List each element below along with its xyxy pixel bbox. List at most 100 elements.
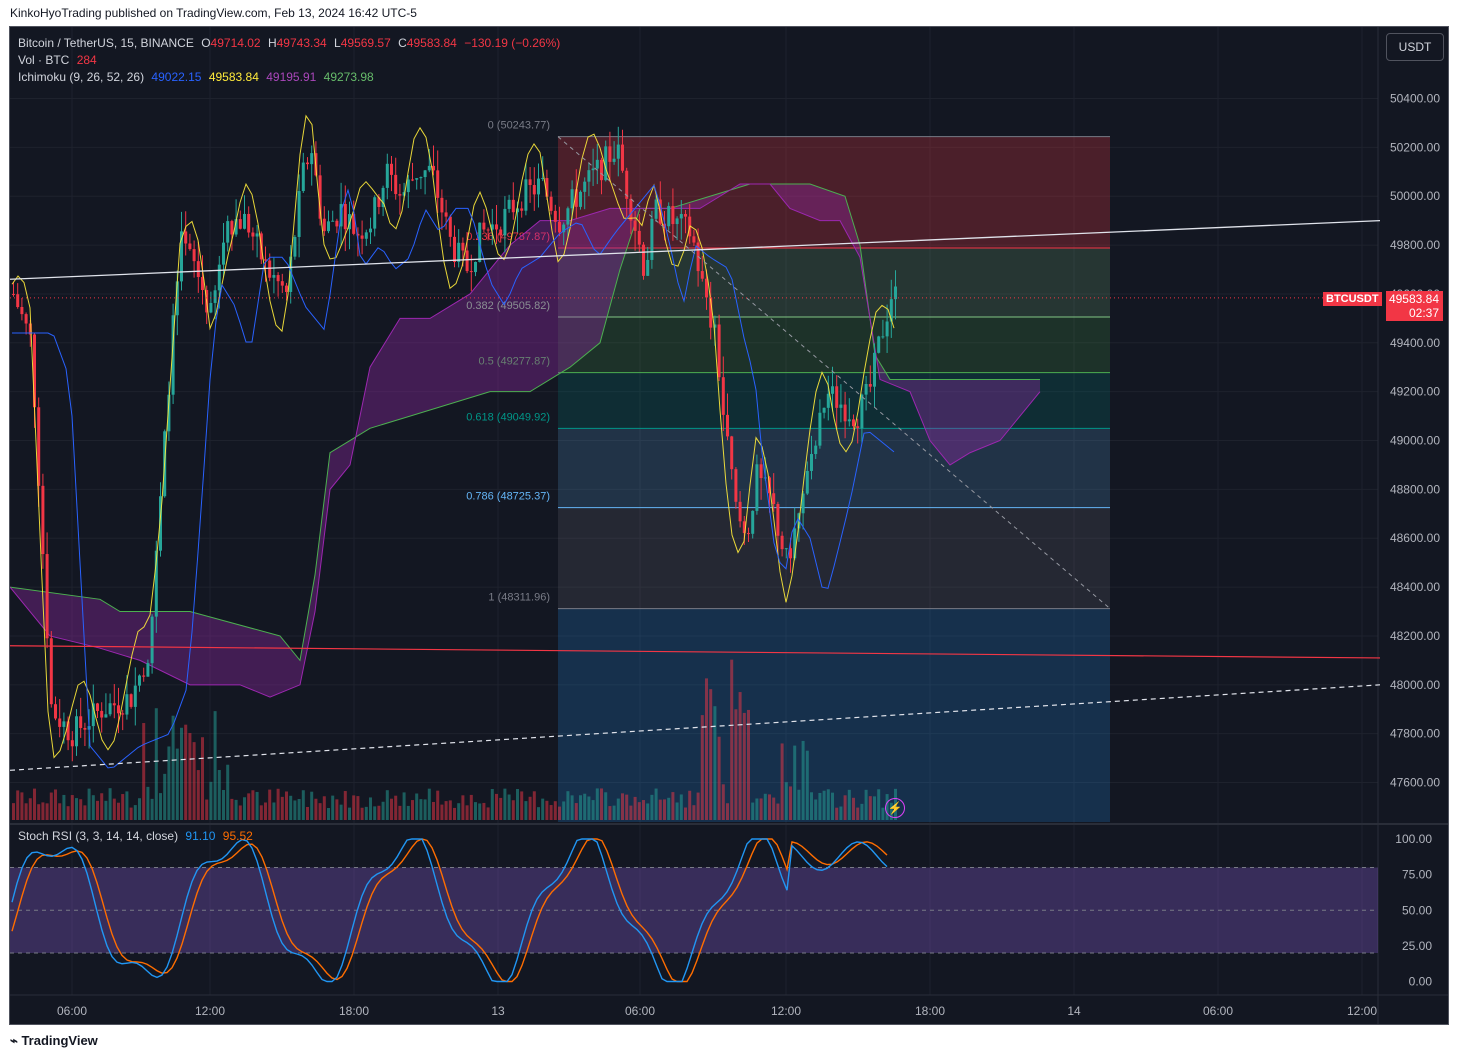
volume-bar <box>541 798 545 820</box>
volume-bar <box>238 805 242 820</box>
candle-body <box>104 714 108 718</box>
candle-body <box>24 314 28 324</box>
volume-bar <box>637 802 641 820</box>
candle-body <box>213 290 217 303</box>
volume-bar <box>663 799 666 820</box>
volume-bar <box>629 805 633 820</box>
candle-body <box>121 713 125 715</box>
candle-body <box>843 404 847 422</box>
volume-bar <box>54 789 57 820</box>
candle-body <box>520 208 524 211</box>
candle-body <box>625 170 629 199</box>
volume-bar <box>717 736 721 820</box>
volume-bar <box>360 807 364 820</box>
volume-bar <box>797 789 801 820</box>
volume-bar <box>591 800 595 820</box>
volume-bar <box>600 788 603 820</box>
ichimoku-lead-b <box>10 183 1041 698</box>
volume-bar <box>192 742 196 820</box>
volume-bar <box>566 791 570 820</box>
volume-bar <box>818 792 822 820</box>
volume-bar <box>322 796 326 820</box>
candle-body <box>780 535 784 550</box>
time-axis-label: 06:00 <box>1203 1004 1233 1018</box>
candle-body <box>587 170 591 182</box>
candle-body <box>343 203 347 230</box>
lightning-icon[interactable]: ⚡ <box>885 798 905 818</box>
volume-bar <box>713 706 717 820</box>
volume-bar <box>394 795 398 820</box>
volume-bar <box>688 790 692 820</box>
time-axis-label: 12:00 <box>1347 1004 1377 1018</box>
volume-bar <box>16 790 20 820</box>
candle-body <box>600 159 603 181</box>
volume-bar <box>759 798 763 820</box>
candle-body <box>444 212 448 217</box>
candle-body <box>499 229 503 236</box>
currency-button[interactable]: USDT <box>1386 33 1444 61</box>
time-axis-label: 12:00 <box>771 1004 801 1018</box>
symbol-title: Bitcoin / TetherUS, 15, BINANCE <box>18 36 194 50</box>
price-axis-label: 48000.00 <box>1390 678 1440 692</box>
candle-body <box>436 170 440 198</box>
volume-bar <box>495 793 498 820</box>
candle-body <box>146 663 150 677</box>
volume-bar <box>667 797 671 820</box>
volume-bar <box>33 788 36 820</box>
volume-bar <box>188 733 192 820</box>
candle-body <box>364 232 368 239</box>
volume-bar <box>432 801 435 820</box>
volume-bar <box>293 800 297 820</box>
candle-body <box>440 197 444 213</box>
candle-body <box>125 694 129 715</box>
volume-bar <box>66 806 70 820</box>
candle-body <box>574 189 578 207</box>
volume-bar <box>301 790 305 820</box>
candle-body <box>453 236 456 262</box>
volume-bar <box>583 793 587 820</box>
volume-bar <box>243 797 246 820</box>
candle-body <box>852 419 855 427</box>
volume-bar <box>24 803 28 820</box>
volume-bar <box>696 792 700 820</box>
candle-body <box>646 259 650 276</box>
time-axis-label: 06:00 <box>57 1004 87 1018</box>
volume-bar <box>133 805 137 820</box>
volume-bar <box>331 795 335 820</box>
volume-bar <box>801 740 805 820</box>
chart-frame[interactable]: 0 (50243.77) 0.236 (49787.87) 0.382 (49505… <box>9 26 1449 1025</box>
volume-bar <box>604 792 608 820</box>
candle-body <box>772 493 776 505</box>
candle-body <box>524 179 528 211</box>
candle-body <box>633 220 637 231</box>
ichimoku-conversion-line <box>12 184 895 769</box>
candle-body <box>776 504 780 536</box>
candle-body <box>318 175 322 219</box>
candle-body <box>70 740 74 747</box>
candle-body <box>835 386 839 408</box>
candle-body <box>45 554 49 639</box>
volume-bar <box>826 789 830 820</box>
fib-level-label: 0 (50243.77) <box>488 120 550 132</box>
candle-body <box>75 716 78 747</box>
volume-bar <box>104 800 108 820</box>
candle-body <box>91 703 95 727</box>
candle-body <box>96 703 99 711</box>
candle-body <box>566 208 570 225</box>
candle-body <box>272 275 276 278</box>
candle-body <box>692 236 696 243</box>
chart-canvas[interactable]: 0 (50243.77) 0.236 (49787.87) 0.382 (49505… <box>10 27 1448 1024</box>
candle-body <box>255 233 259 237</box>
candle-body <box>684 214 687 217</box>
volume-bar <box>658 799 662 820</box>
candle-body <box>268 260 272 278</box>
volume-bar <box>411 800 414 820</box>
volume-bar <box>318 803 322 820</box>
stoch-k-value: 91.10 <box>185 829 216 843</box>
candle-body <box>889 299 893 322</box>
candle-body <box>583 181 587 192</box>
candle-body <box>818 412 822 446</box>
volume-bar <box>150 798 154 820</box>
volume-bar <box>12 803 15 820</box>
volume-bar <box>805 750 809 820</box>
